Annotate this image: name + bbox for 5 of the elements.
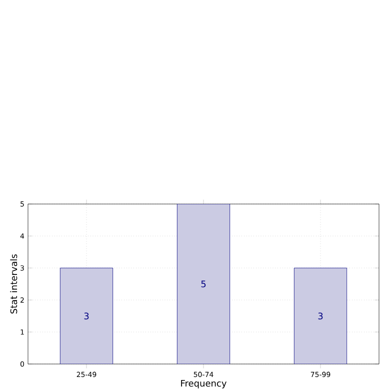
data-label: 5 (201, 280, 206, 288)
y-axis-title: Stat intervals (10, 254, 18, 314)
data-label: 3 (318, 312, 323, 320)
x-axis-title: Frequency (181, 380, 226, 388)
data-label: 3 (84, 312, 89, 320)
